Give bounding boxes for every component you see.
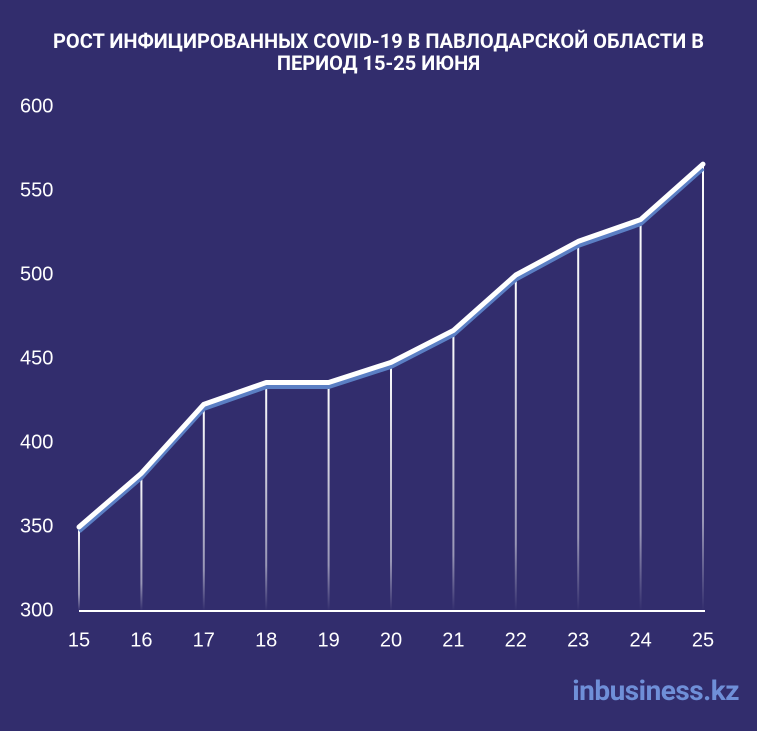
x-tick-label: 15	[68, 629, 90, 651]
x-tick-label: 21	[442, 629, 464, 651]
x-tick-label: 16	[130, 629, 152, 651]
drop-line	[390, 362, 392, 611]
x-tick-label: 20	[380, 629, 402, 651]
x-tick-label: 18	[255, 629, 277, 651]
watermark: inbusiness.kz	[572, 674, 739, 707]
line	[76, 161, 706, 530]
x-tick-label: 23	[567, 629, 589, 651]
drop-line	[514, 275, 517, 611]
drop-line	[265, 382, 268, 611]
x-tick-label: 24	[629, 629, 651, 651]
y-tick-label: 600	[20, 95, 53, 117]
y-tick-label: 400	[20, 431, 53, 453]
drop-line	[327, 382, 330, 611]
drop-line	[202, 404, 205, 611]
drop-line	[140, 473, 143, 611]
drop-line	[78, 527, 80, 611]
y-tick-label: 550	[20, 179, 53, 201]
x-tick-label: 17	[193, 629, 215, 651]
x-tick-label: 25	[692, 629, 714, 651]
x-tick-label: 22	[505, 629, 527, 651]
y-tick-label: 300	[20, 599, 53, 621]
y-tick-label: 500	[20, 263, 53, 285]
drop-line	[639, 219, 642, 611]
x-tick-label: 19	[317, 629, 339, 651]
drop-line	[452, 330, 455, 611]
drop-line	[702, 164, 704, 611]
chart-title: РОСТ ИНФИЦИРОВАННЫХ COVID-19 В ПАВЛОДАРС…	[53, 29, 704, 75]
drop-line	[577, 241, 580, 611]
y-tick-label: 350	[20, 515, 53, 537]
y-tick-label: 450	[20, 347, 53, 369]
line-shadow	[77, 166, 705, 533]
